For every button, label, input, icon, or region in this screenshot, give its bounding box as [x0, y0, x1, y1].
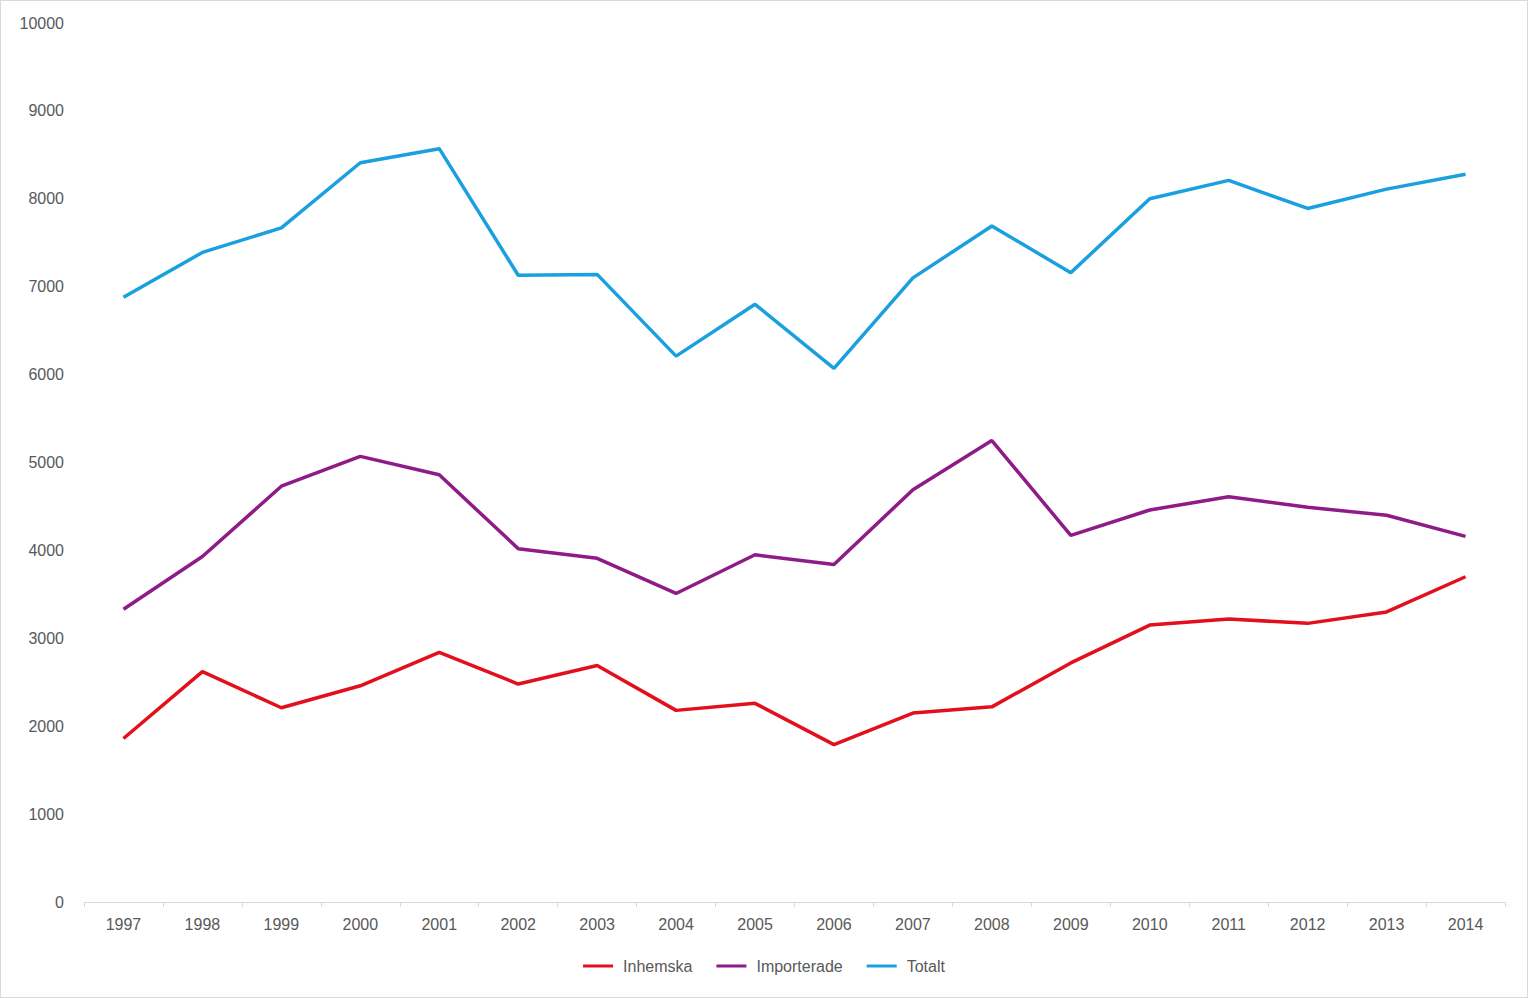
- svg-text:1999: 1999: [264, 916, 300, 933]
- svg-text:10000: 10000: [20, 15, 65, 32]
- svg-text:2009: 2009: [1053, 916, 1089, 933]
- svg-text:2012: 2012: [1290, 916, 1326, 933]
- svg-text:2007: 2007: [895, 916, 931, 933]
- svg-text:2002: 2002: [500, 916, 536, 933]
- svg-text:2006: 2006: [816, 916, 852, 933]
- svg-text:2013: 2013: [1369, 916, 1405, 933]
- svg-text:9000: 9000: [28, 102, 64, 119]
- svg-text:2001: 2001: [421, 916, 457, 933]
- svg-text:1997: 1997: [106, 916, 142, 933]
- svg-text:3000: 3000: [28, 630, 64, 647]
- svg-text:4000: 4000: [28, 542, 64, 559]
- svg-text:2008: 2008: [974, 916, 1010, 933]
- svg-text:6000: 6000: [28, 366, 64, 383]
- svg-text:1998: 1998: [185, 916, 221, 933]
- svg-text:2014: 2014: [1448, 916, 1484, 933]
- svg-text:Totalt: Totalt: [907, 958, 946, 975]
- svg-text:2011: 2011: [1211, 916, 1246, 933]
- svg-text:2003: 2003: [579, 916, 615, 933]
- svg-text:7000: 7000: [28, 278, 64, 295]
- svg-text:Importerade: Importerade: [756, 958, 842, 975]
- svg-text:8000: 8000: [28, 190, 64, 207]
- svg-text:2000: 2000: [28, 718, 64, 735]
- svg-text:Inhemska: Inhemska: [623, 958, 692, 975]
- svg-text:2010: 2010: [1132, 916, 1168, 933]
- svg-text:5000: 5000: [28, 454, 64, 471]
- svg-text:2004: 2004: [658, 916, 694, 933]
- svg-text:0: 0: [55, 894, 64, 911]
- svg-text:2000: 2000: [343, 916, 379, 933]
- svg-text:1000: 1000: [28, 806, 64, 823]
- svg-text:2005: 2005: [737, 916, 773, 933]
